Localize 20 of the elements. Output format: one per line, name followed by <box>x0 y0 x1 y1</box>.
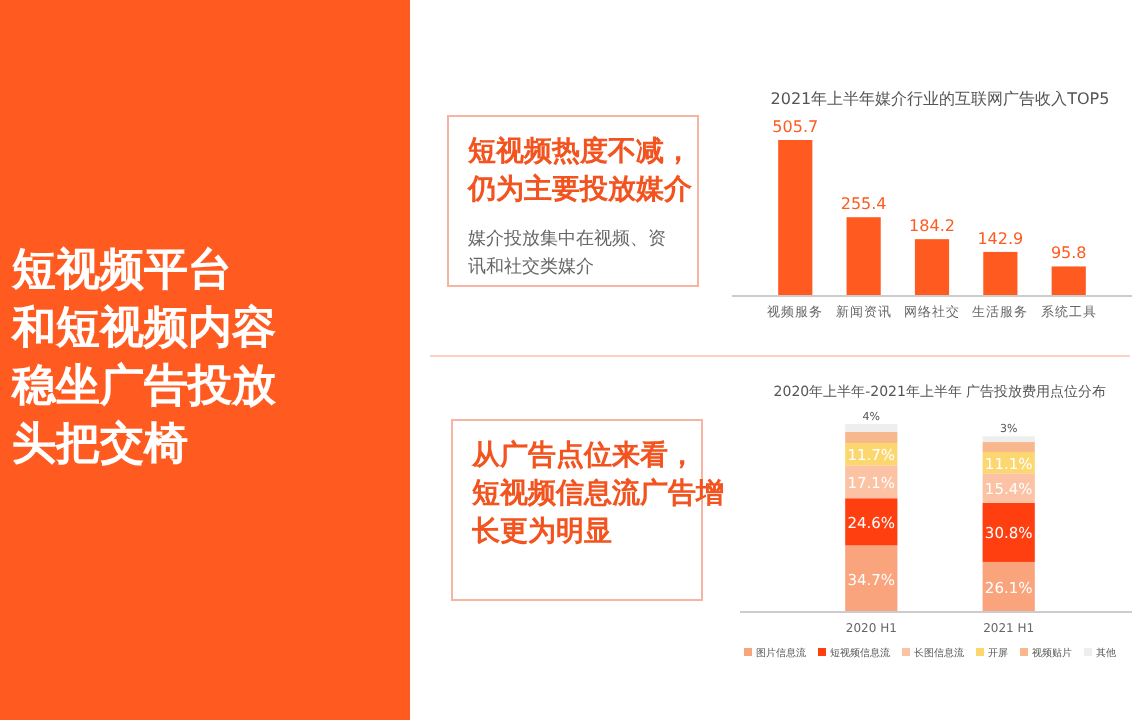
data-label: 255.4 <box>840 195 887 214</box>
bar <box>914 239 950 296</box>
bar <box>983 251 1018 296</box>
bar <box>778 140 813 296</box>
text: 短视频平台和短视频内容稳坐广告投放头把交椅 <box>10 246 278 470</box>
bar <box>845 431 898 443</box>
bar <box>846 217 881 296</box>
bar <box>982 442 1035 453</box>
bar <box>845 545 898 612</box>
data-label: 184.2 <box>909 217 955 236</box>
data-label: 95.8 <box>1050 244 1087 263</box>
bar <box>845 424 898 432</box>
text: 从广告点位来看，短视频信息流广告增长更为明显 <box>470 438 724 548</box>
chart-title: 2021年上半年媒介行业的互联网广告收入TOP5 <box>770 90 1110 108</box>
data-label: 142.9 <box>977 229 1024 248</box>
text: 短视频热度不减，仍为主要投放媒介 <box>466 134 694 206</box>
text: 媒介投放集中在视频、资讯和社交类媒介 <box>468 228 666 278</box>
bar <box>1051 266 1086 296</box>
data-label: 505.7 <box>772 118 819 136</box>
bar <box>982 436 1035 443</box>
